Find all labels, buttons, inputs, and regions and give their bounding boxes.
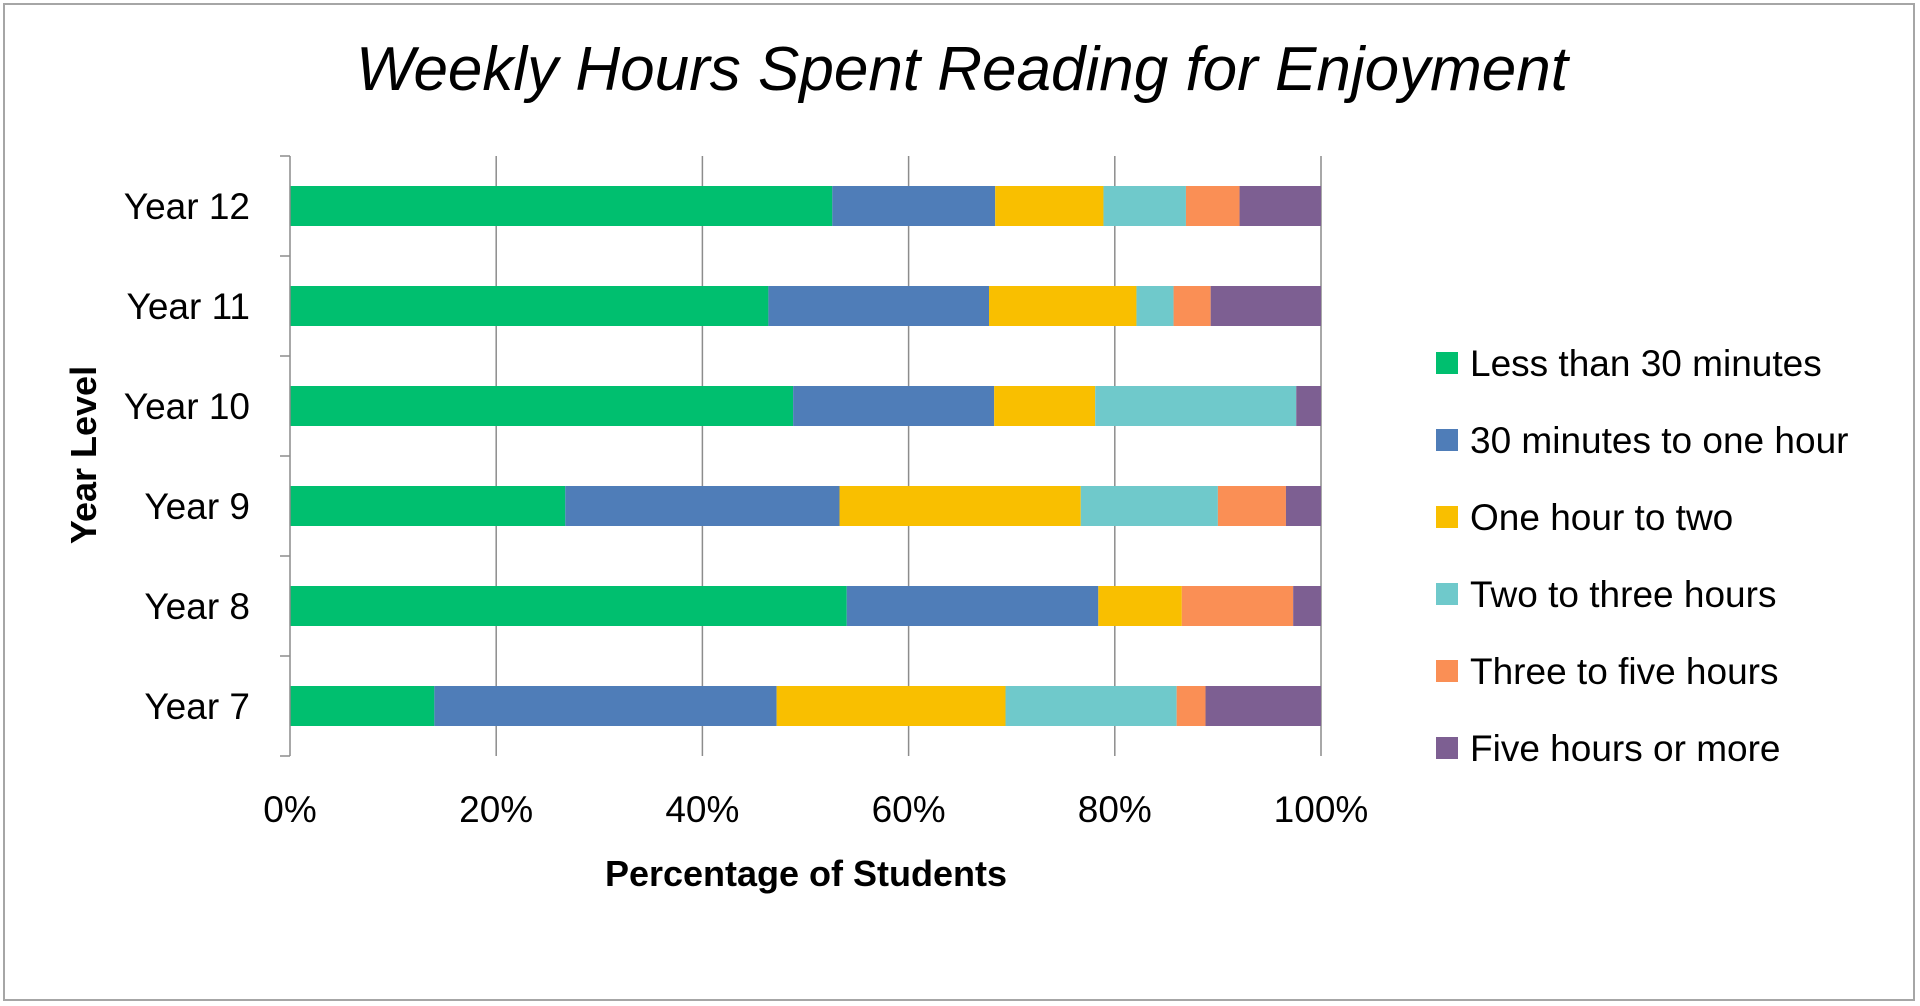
y-category-label: Year 12	[124, 186, 250, 227]
bar-segment	[1176, 686, 1206, 726]
bar-segment	[793, 386, 995, 426]
bar-segment	[290, 586, 847, 626]
legend-swatch	[1436, 352, 1458, 374]
bar-segment	[290, 486, 566, 526]
bar-segment	[1285, 486, 1321, 526]
bar-segment	[1103, 186, 1186, 226]
bar-segment	[290, 186, 833, 226]
legend-label: Two to three hours	[1470, 574, 1776, 615]
bar-segment	[1217, 486, 1286, 526]
y-axis-title: Year Level	[63, 366, 104, 544]
bar-segment	[989, 286, 1137, 326]
legend-label: Less than 30 minutes	[1470, 343, 1822, 384]
axes: 0% 20% 40% 60% 80% 100% Year 12 Year 11 Year 10 Y…	[124, 155, 1369, 830]
x-tick-label: 0%	[263, 789, 316, 830]
chart-title: Weekly Hours Spent Reading for Enjoyment	[356, 35, 1571, 104]
x-tick-label: 80%	[1078, 789, 1152, 830]
bar-segment	[290, 286, 769, 326]
bar-segment	[1293, 586, 1321, 626]
x-tick-label: 60%	[872, 789, 946, 830]
bar-segment	[1181, 586, 1294, 626]
bar-segment	[434, 686, 777, 726]
legend-swatch	[1436, 506, 1458, 528]
bar-segment	[1080, 486, 1218, 526]
x-tick-label: 40%	[665, 789, 739, 830]
legend-label: 30 minutes to one hour	[1470, 420, 1848, 461]
bar-segment	[1185, 186, 1240, 226]
y-category-label: Year 10	[124, 386, 250, 427]
bar-segment	[1296, 386, 1321, 426]
bar-segment	[290, 386, 794, 426]
bar-segment	[1173, 286, 1211, 326]
bar-segment	[839, 486, 1081, 526]
legend-swatch	[1436, 429, 1458, 451]
bar-segment	[995, 186, 1104, 226]
bar-segment	[846, 586, 1099, 626]
bar-segment	[832, 186, 996, 226]
bar-segment	[776, 686, 1006, 726]
bar-segment	[994, 386, 1096, 426]
bar-segment	[1205, 686, 1321, 726]
bar-segment	[565, 486, 840, 526]
legend-label: Five hours or more	[1470, 728, 1781, 769]
x-axis-title: Percentage of Students	[605, 853, 1007, 894]
bar-segment	[1098, 586, 1182, 626]
y-category-label: Year 7	[144, 686, 250, 727]
bar-segment	[1136, 286, 1174, 326]
bar-segment	[1210, 286, 1321, 326]
legend-swatch	[1436, 737, 1458, 759]
bar-segment	[1005, 686, 1177, 726]
bars	[290, 186, 1321, 726]
y-category-label: Year 9	[144, 486, 250, 527]
bar-segment	[1239, 186, 1321, 226]
legend-swatch	[1436, 660, 1458, 682]
legend-label: Three to five hours	[1470, 651, 1778, 692]
legend: Less than 30 minutes 30 minutes to one ho…	[1436, 343, 1848, 769]
grid-lines	[495, 156, 1322, 756]
y-category-label: Year 11	[127, 286, 250, 327]
x-tick-label: 20%	[459, 789, 533, 830]
y-category-label: Year 8	[144, 586, 250, 627]
bar-segment	[290, 686, 435, 726]
bar-segment	[1095, 386, 1297, 426]
legend-label: One hour to two	[1470, 497, 1733, 538]
bar-segment	[768, 286, 990, 326]
legend-swatch	[1436, 583, 1458, 605]
x-tick-label: 100%	[1274, 789, 1369, 830]
